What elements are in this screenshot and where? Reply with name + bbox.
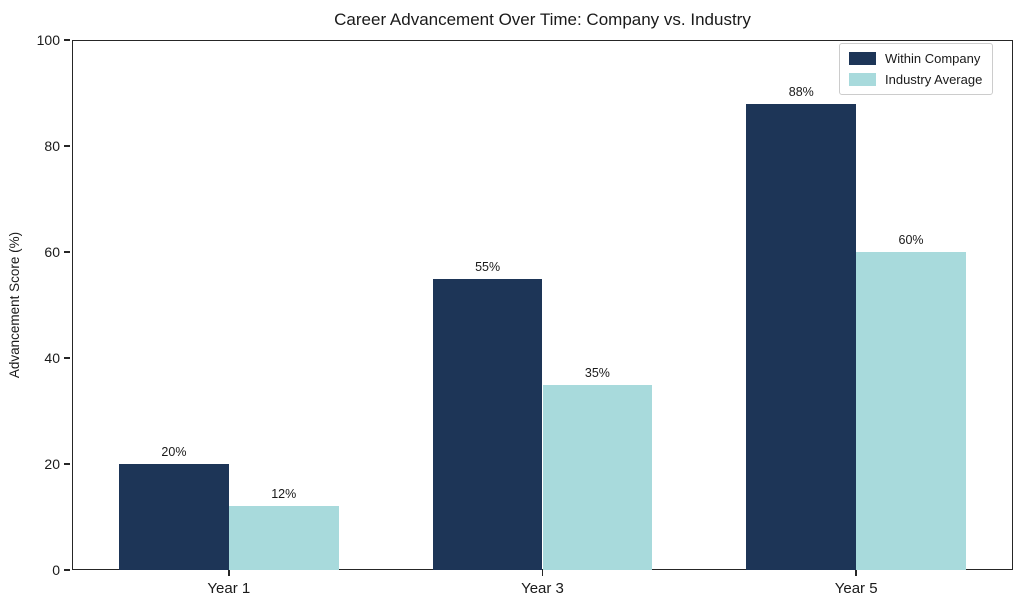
y-tick-label: 20 [44, 456, 60, 472]
bar-value-label: 20% [161, 445, 187, 459]
y-tick-label: 100 [36, 32, 60, 48]
bar-industry-average [542, 384, 653, 570]
y-tick [64, 39, 71, 41]
bar-value-label: 35% [584, 365, 610, 380]
y-tick-label: 0 [52, 562, 60, 578]
y-axis-label: Advancement Score (%) [7, 231, 22, 379]
bar-value-label: 60% [898, 233, 924, 247]
legend-swatch-icon [849, 73, 876, 86]
legend-label: Industry Average [885, 72, 983, 87]
bar-value-label: 55% [475, 259, 501, 274]
bar-within-company [432, 278, 543, 570]
legend: Within Company Industry Average [839, 43, 994, 95]
y-tick-label: 80 [44, 138, 60, 154]
x-tick [541, 570, 544, 576]
y-tick [64, 463, 71, 465]
bar-value-label: 88% [788, 84, 814, 99]
legend-entry: Industry Average [849, 72, 982, 87]
y-tick [64, 145, 71, 147]
legend-label: Within Company [885, 51, 981, 66]
plot-area: 0 20 40 60 80 100 20% 12% Year 1 55% 35% Year 3 88% 6… [37, 32, 1013, 597]
bar-industry-average [856, 252, 966, 570]
chart-title: Career Advancement Over Time: Company vs… [334, 10, 751, 29]
legend-entry: Within Company [849, 51, 982, 66]
x-tick [855, 570, 857, 576]
y-tick-label: 60 [44, 244, 60, 260]
bar-within-company [746, 103, 857, 570]
y-tick [64, 357, 71, 359]
bar-industry-average [228, 506, 339, 570]
x-tick [228, 570, 230, 576]
y-tick-label: 40 [44, 350, 60, 366]
y-tick [64, 569, 71, 571]
bar-value-label: 12% [271, 487, 297, 502]
y-tick [64, 251, 71, 253]
x-tick-label: Year 1 [207, 580, 251, 597]
bar-within-company [119, 464, 229, 570]
x-tick-label: Year 5 [834, 580, 878, 597]
legend-swatch-icon [849, 52, 876, 65]
x-tick-label: Year 3 [521, 580, 564, 597]
